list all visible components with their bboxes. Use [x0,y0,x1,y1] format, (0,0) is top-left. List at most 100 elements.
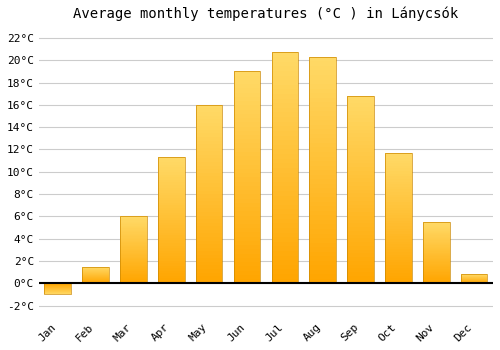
Bar [158,268,184,271]
Bar [196,108,222,112]
Bar [158,256,184,258]
Bar [120,220,146,222]
Bar [196,116,222,119]
Bar [158,210,184,213]
Bar [385,155,411,158]
Bar [272,182,298,186]
Bar [423,275,450,276]
Bar [120,242,146,243]
Bar [158,208,184,210]
Bar [348,201,374,205]
Bar [348,133,374,137]
Bar [196,112,222,116]
Bar [423,273,450,275]
Bar [385,236,411,239]
Bar [120,257,146,258]
Bar [158,162,184,165]
Bar [385,187,411,189]
Bar [234,71,260,76]
Bar [272,177,298,182]
Bar [385,161,411,163]
Bar [423,264,450,265]
Bar [196,151,222,155]
Bar [423,254,450,255]
Bar [158,266,184,268]
Bar [310,120,336,125]
Bar [196,162,222,166]
Bar [310,84,336,89]
Bar [348,219,374,223]
Bar [310,229,336,233]
Bar [310,111,336,116]
Bar [385,260,411,262]
Bar [234,156,260,160]
Bar [158,238,184,240]
Bar [120,224,146,226]
Bar [120,222,146,223]
Bar [120,267,146,268]
Bar [196,251,222,255]
Bar [234,211,260,216]
Bar [272,122,298,126]
Bar [196,262,222,266]
Bar [385,195,411,197]
Bar [196,237,222,240]
Bar [196,155,222,159]
Bar [196,133,222,137]
Bar [120,218,146,219]
Bar [158,205,184,208]
Bar [310,102,336,107]
Bar [310,161,336,166]
Bar [423,249,450,250]
Bar [196,198,222,201]
Bar [348,246,374,250]
Bar [158,190,184,192]
Bar [272,149,298,154]
Bar [234,194,260,198]
Bar [385,226,411,229]
Bar [385,244,411,247]
Bar [158,203,184,205]
Bar [310,57,336,61]
Bar [272,191,298,196]
Bar [272,279,298,284]
Bar [120,248,146,250]
Bar [310,238,336,243]
Bar [310,175,336,179]
Bar [310,202,336,206]
Bar [272,99,298,103]
Bar [120,263,146,265]
Bar [234,173,260,177]
Bar [385,174,411,176]
Bar [385,171,411,174]
Bar [196,183,222,187]
Bar [385,208,411,210]
Bar [272,57,298,62]
Bar [310,252,336,256]
Bar [310,125,336,130]
Bar [272,196,298,200]
Bar [423,246,450,248]
Bar [348,122,374,126]
Bar [348,231,374,234]
Bar [234,262,260,266]
Bar [348,242,374,246]
Bar [158,243,184,245]
Bar [423,250,450,251]
Bar [423,276,450,277]
Bar [423,233,450,234]
Bar [310,156,336,161]
Bar [158,198,184,200]
Bar [272,76,298,80]
Bar [196,159,222,162]
Bar [348,223,374,227]
Bar [82,267,109,284]
Bar [120,232,146,234]
Bar [310,188,336,193]
Bar [120,266,146,267]
Bar [272,103,298,108]
Bar [158,253,184,255]
Bar [234,177,260,182]
Bar [423,226,450,227]
Bar [310,143,336,147]
